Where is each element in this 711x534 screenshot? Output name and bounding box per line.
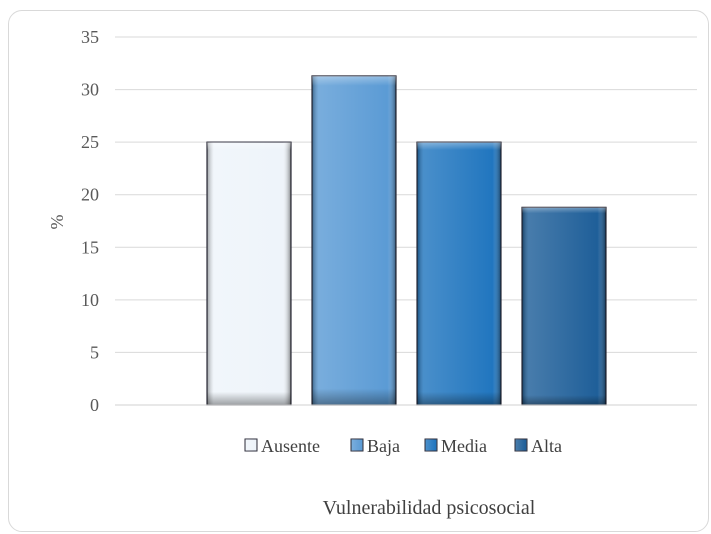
y-axis-title: %	[47, 215, 67, 230]
bar-bevel-top	[417, 142, 501, 405]
y-tick-label: 25	[81, 132, 99, 152]
y-tick-label: 30	[81, 80, 99, 100]
bars	[206, 75, 607, 406]
y-tick-label: 20	[81, 185, 99, 205]
bar-bevel-top	[207, 142, 291, 405]
y-tick-label: 35	[81, 27, 99, 47]
legend-label-media: Media	[441, 436, 487, 456]
legend-swatch-bevel	[515, 439, 527, 451]
bar-baja	[311, 75, 397, 406]
bar-bevel-top	[522, 207, 606, 405]
y-tick-label: 10	[81, 290, 99, 310]
bar-bevel-top	[312, 75, 396, 405]
legend: Ausente Baja Media Alta	[244, 436, 562, 456]
bar-alta	[521, 206, 607, 406]
y-tick-label: 15	[81, 237, 99, 257]
gridlines	[115, 36, 697, 353]
legend-swatch-bevel	[425, 439, 437, 451]
legend-label-alta: Alta	[531, 436, 562, 456]
y-tick-label: 0	[90, 395, 99, 415]
x-axis-title: Vulnerabilidad psicosocial	[323, 497, 536, 519]
legend-swatch-bevel	[351, 439, 363, 451]
y-axis-ticks: 0 5 10 15 20 25 30 35	[81, 27, 99, 415]
legend-label-baja: Baja	[367, 436, 400, 456]
bar-media	[416, 141, 502, 406]
bar-ausente	[206, 141, 292, 406]
legend-swatch-bevel	[245, 439, 257, 451]
legend-label-ausente: Ausente	[261, 436, 320, 456]
y-tick-label: 5	[90, 342, 99, 362]
